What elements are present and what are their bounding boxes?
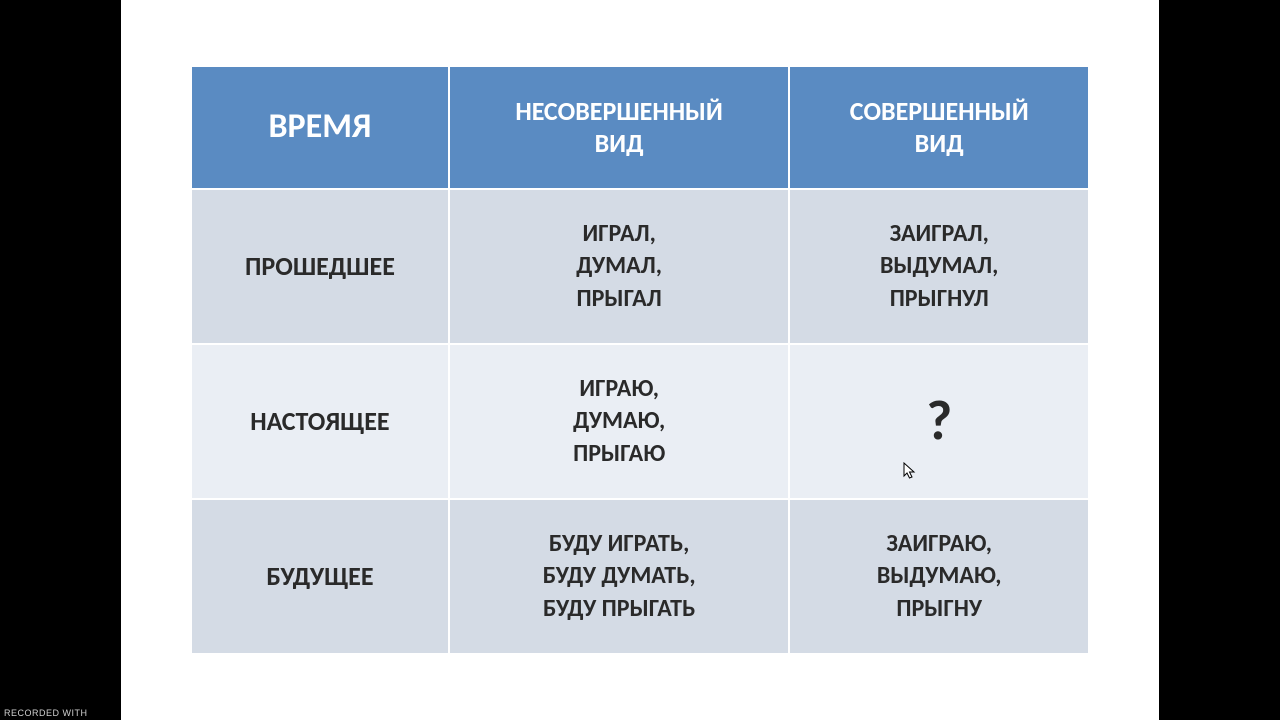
cell-present-imperfective: ИГРАЮ,ДУМАЮ,ПРЫГАЮ (449, 344, 789, 499)
watermark-text: RECORDED WITH (0, 706, 92, 720)
tense-label-present: НАСТОЯЩЕЕ (191, 344, 449, 499)
cell-future-perfective: ЗАИГРАЮ,ВЫДУМАЮ,ПРЫГНУ (789, 499, 1089, 654)
header-time: ВРЕМЯ (191, 66, 449, 189)
header-imperfective: НЕСОВЕРШЕННЫЙВИД (449, 66, 789, 189)
table-header-row: ВРЕМЯ НЕСОВЕРШЕННЫЙВИД СОВЕРШЕННЫЙВИД (191, 66, 1089, 189)
cell-future-imperfective: БУДУ ИГРАТЬ,БУДУ ДУМАТЬ,БУДУ ПРЫГАТЬ (449, 499, 789, 654)
tense-label-past: ПРОШЕДШЕЕ (191, 189, 449, 344)
slide-area: ВРЕМЯ НЕСОВЕРШЕННЫЙВИД СОВЕРШЕННЫЙВИД ПР… (121, 0, 1159, 720)
tense-label-future: БУДУЩЕЕ (191, 499, 449, 654)
cell-past-perfective: ЗАИГРАЛ,ВЫДУМАЛ,ПРЫГНУЛ (789, 189, 1089, 344)
table-row: НАСТОЯЩЕЕ ИГРАЮ,ДУМАЮ,ПРЫГАЮ ? (191, 344, 1089, 499)
table-row: ПРОШЕДШЕЕ ИГРАЛ,ДУМАЛ,ПРЫГАЛ ЗАИГРАЛ,ВЫД… (191, 189, 1089, 344)
table-row: БУДУЩЕЕ БУДУ ИГРАТЬ,БУДУ ДУМАТЬ,БУДУ ПРЫ… (191, 499, 1089, 654)
cell-past-imperfective: ИГРАЛ,ДУМАЛ,ПРЫГАЛ (449, 189, 789, 344)
cell-present-perfective: ? (789, 344, 1089, 499)
header-perfective: СОВЕРШЕННЫЙВИД (789, 66, 1089, 189)
aspect-tense-table: ВРЕМЯ НЕСОВЕРШЕННЫЙВИД СОВЕРШЕННЫЙВИД ПР… (190, 65, 1090, 656)
